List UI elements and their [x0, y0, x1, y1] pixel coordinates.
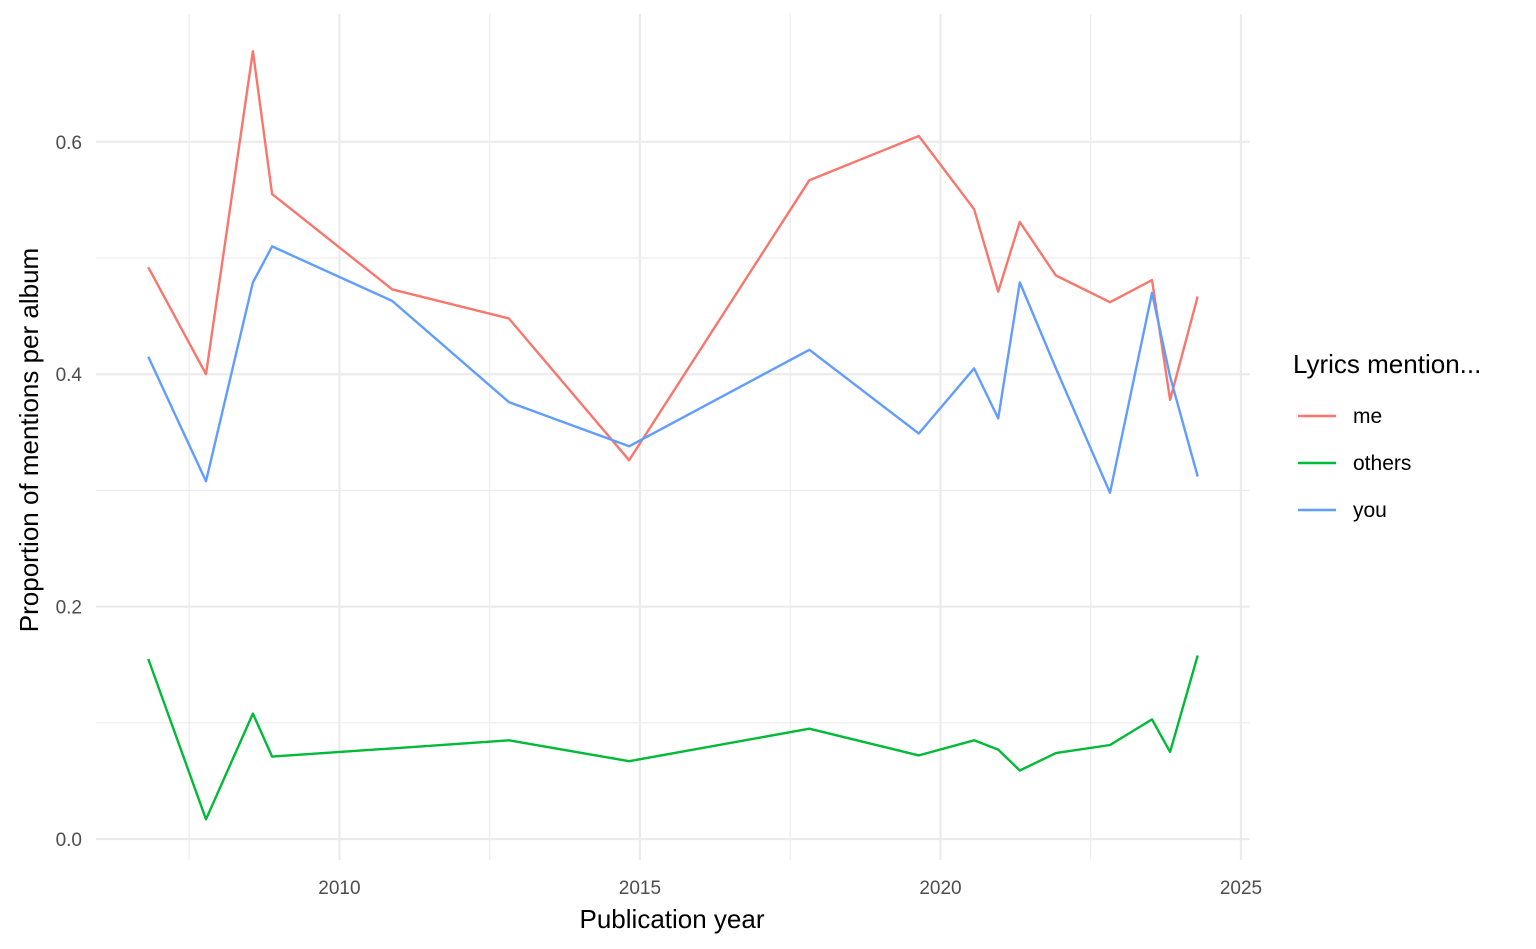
- y-axis-title: Proportion of mentions per album: [14, 248, 44, 632]
- legend: Lyrics mention... me others you: [1293, 349, 1481, 522]
- x-tick-label-2: 2020: [919, 878, 961, 899]
- series-lines: [147, 50, 1199, 821]
- y-tick-label-2: 0.4: [56, 365, 83, 386]
- grid-major: [96, 14, 1250, 860]
- grid-minor: [96, 14, 1250, 860]
- series-line-me: [147, 50, 1199, 462]
- legend-label-you: you: [1353, 499, 1387, 522]
- y-axis-tick-labels: 0.0 0.2 0.4 0.6: [56, 133, 83, 851]
- legend-items: me others you: [1298, 405, 1411, 522]
- y-tick-label-0: 0.0: [56, 830, 82, 851]
- legend-title: Lyrics mention...: [1293, 349, 1481, 379]
- x-tick-label-3: 2025: [1220, 878, 1262, 899]
- legend-label-others: others: [1353, 452, 1411, 475]
- legend-label-me: me: [1353, 405, 1382, 428]
- x-axis-tick-labels: 2010 2015 2020 2025: [318, 878, 1262, 899]
- x-tick-label-1: 2015: [619, 878, 661, 899]
- y-tick-label-1: 0.2: [56, 598, 82, 619]
- y-tick-label-3: 0.6: [56, 133, 82, 154]
- series-line-others: [147, 655, 1199, 821]
- series-line-you: [147, 245, 1199, 494]
- x-tick-label-0: 2010: [318, 878, 360, 899]
- x-axis-title: Publication year: [580, 904, 765, 934]
